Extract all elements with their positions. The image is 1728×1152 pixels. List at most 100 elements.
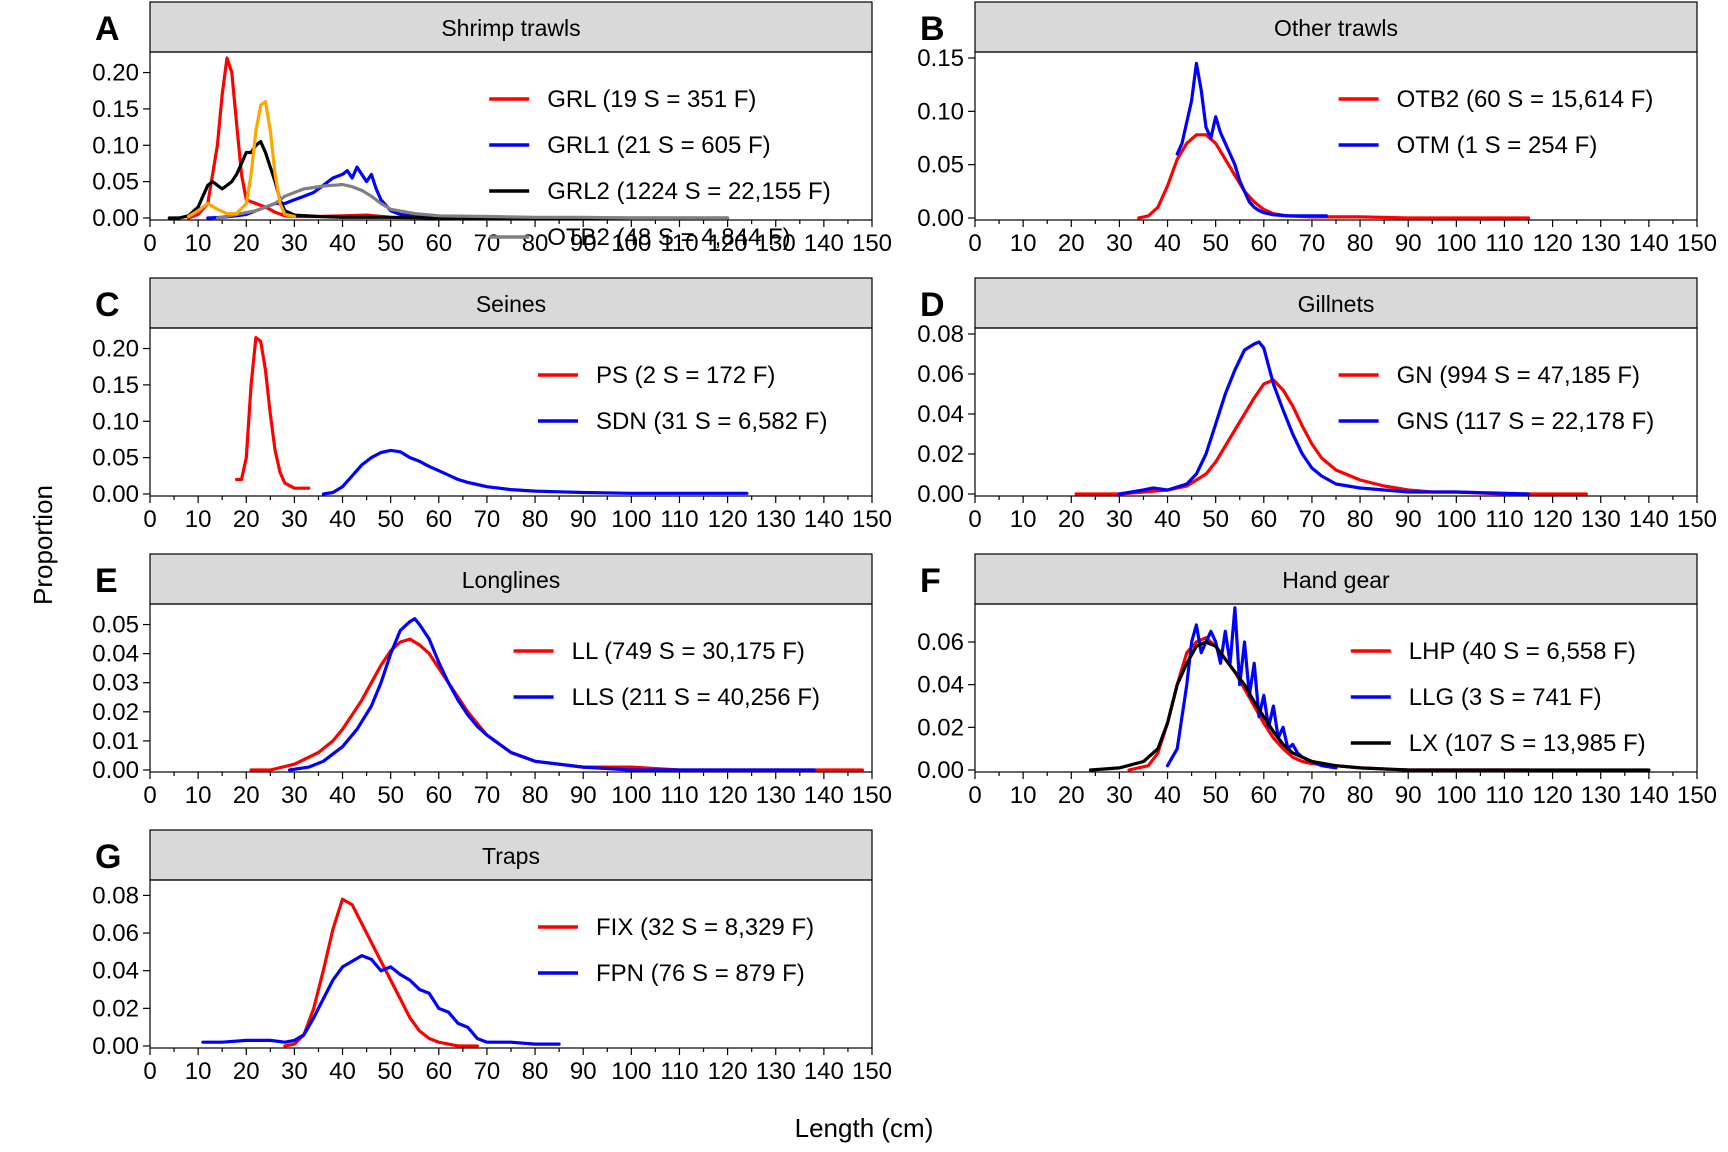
- x-tick-label: 100: [1436, 230, 1476, 257]
- y-tick-label: 0.10: [917, 98, 964, 125]
- x-tick-label: 80: [1347, 230, 1374, 257]
- x-tick-label: 30: [281, 230, 308, 257]
- panel-letter: G: [95, 838, 121, 876]
- panel-title: Other trawls: [1274, 15, 1398, 41]
- x-tick-label: 40: [1154, 230, 1181, 257]
- x-tick-label: 90: [570, 782, 597, 809]
- x-tick-label: 130: [756, 1058, 796, 1085]
- panel-title: Gillnets: [1298, 291, 1375, 317]
- series-line-red: [1074, 378, 1588, 496]
- x-tick-label: 70: [474, 782, 501, 809]
- x-tick-label: 140: [804, 230, 844, 257]
- x-tick-label: 80: [522, 506, 549, 533]
- x-tick-label: 60: [1250, 506, 1277, 533]
- x-axis-label: Length (cm): [795, 1113, 934, 1143]
- y-tick-label: 0.04: [92, 641, 139, 668]
- panel-title: Seines: [476, 291, 546, 317]
- x-tick-label: 20: [233, 782, 260, 809]
- x-tick-label: 40: [329, 782, 356, 809]
- strip-background: [149, 553, 873, 605]
- y-tick-label: 0.05: [92, 445, 139, 472]
- series-line-red: [283, 897, 479, 1048]
- y-tick-label: 0.03: [92, 670, 139, 697]
- x-tick-label: 80: [522, 230, 549, 257]
- x-tick-label: 90: [1395, 230, 1422, 257]
- legend-label: GRL (19 S = 351 F): [547, 86, 756, 113]
- x-tick-label: 60: [1250, 230, 1277, 257]
- legend-label: LHP (40 S = 6,558 F): [1409, 638, 1636, 665]
- series-line-blue: [201, 953, 561, 1046]
- x-tick-label: 90: [570, 230, 597, 257]
- panel-letter: D: [920, 286, 945, 324]
- x-tick-label: 120: [708, 230, 748, 257]
- x-tick-label: 130: [1581, 506, 1621, 533]
- x-tick-label: 140: [1629, 506, 1669, 533]
- x-tick-label: 130: [1581, 230, 1621, 257]
- x-tick-label: 40: [329, 506, 356, 533]
- y-tick-label: 0.20: [92, 60, 139, 87]
- panel-f: F Hand gear 0 10 20 30 40 50 60 70 80 90 100 110 120 13…: [917, 553, 1717, 809]
- x-tick-label: 40: [1154, 782, 1181, 809]
- panel-letter: B: [920, 10, 945, 48]
- legend-label: OTB2 (60 S = 15,614 F): [1397, 86, 1654, 113]
- y-tick-label: 0.06: [92, 920, 139, 947]
- y-tick-label: 0.04: [917, 401, 964, 428]
- panel-letter: F: [920, 562, 941, 600]
- legend-label: LLS (211 S = 40,256 F): [572, 684, 820, 711]
- x-tick-label: 30: [281, 782, 308, 809]
- panel-title: Longlines: [462, 567, 560, 593]
- x-tick-label: 70: [1299, 230, 1326, 257]
- x-tick-label: 70: [474, 230, 501, 257]
- panel-letter: A: [95, 10, 120, 48]
- y-tick-label: 0.02: [92, 699, 139, 726]
- x-tick-label: 90: [1395, 782, 1422, 809]
- x-tick-label: 110: [660, 230, 698, 257]
- x-tick-label: 0: [968, 506, 981, 533]
- x-tick-label: 10: [1010, 506, 1037, 533]
- x-tick-label: 150: [1677, 506, 1717, 533]
- x-tick-label: 130: [756, 506, 796, 533]
- x-tick-label: 60: [425, 1058, 452, 1085]
- x-tick-label: 140: [804, 1058, 844, 1085]
- x-tick-label: 20: [1058, 230, 1085, 257]
- x-tick-label: 50: [377, 230, 404, 257]
- legend-label: GNS (117 S = 22,178 F): [1397, 408, 1655, 435]
- x-tick-label: 30: [1106, 506, 1133, 533]
- y-tick-label: 0.04: [92, 958, 139, 985]
- panel-title: Shrimp trawls: [441, 15, 580, 41]
- x-tick-label: 30: [281, 506, 308, 533]
- x-tick-label: 120: [708, 506, 748, 533]
- y-tick-label: 0.10: [92, 132, 139, 159]
- panel-letter: C: [95, 286, 120, 324]
- legend-label: GRL2 (1224 S = 22,155 F): [547, 178, 831, 205]
- x-tick-label: 30: [1106, 230, 1133, 257]
- x-tick-label: 60: [1250, 782, 1277, 809]
- x-tick-label: 60: [425, 230, 452, 257]
- series-line-orange: [186, 99, 296, 219]
- x-tick-label: 100: [1436, 782, 1476, 809]
- legend-label: OTB2 (48 S = 4,844 F): [547, 224, 790, 251]
- y-tick-label: 0.08: [92, 882, 139, 909]
- panel-b: B Other trawls 0 10 20 30 40 50 60 70 80 90 100 110 12…: [917, 1, 1717, 257]
- x-tick-label: 50: [377, 1058, 404, 1085]
- panel-title: Hand gear: [1282, 567, 1390, 593]
- x-tick-label: 0: [143, 782, 156, 809]
- y-tick-label: 0.00: [917, 757, 964, 784]
- legend-label: FPN (76 S = 879 F): [596, 960, 805, 987]
- y-axis-label: Proportion: [28, 485, 58, 605]
- x-tick-label: 90: [570, 1058, 597, 1085]
- x-tick-label: 20: [1058, 506, 1085, 533]
- x-tick-label: 10: [185, 506, 212, 533]
- x-tick-label: 110: [660, 782, 698, 809]
- y-tick-label: 0.01: [92, 728, 139, 755]
- series-line-black: [1088, 640, 1651, 772]
- y-tick-label: 0.15: [92, 372, 139, 399]
- y-tick-label: 0.15: [92, 96, 139, 123]
- series-line-blue: [1165, 606, 1338, 770]
- x-tick-label: 150: [852, 506, 892, 533]
- y-tick-label: 0.15: [917, 45, 964, 72]
- x-tick-label: 150: [852, 1058, 892, 1085]
- legend-label: LL (749 S = 30,175 F): [572, 638, 805, 665]
- x-tick-label: 0: [968, 230, 981, 257]
